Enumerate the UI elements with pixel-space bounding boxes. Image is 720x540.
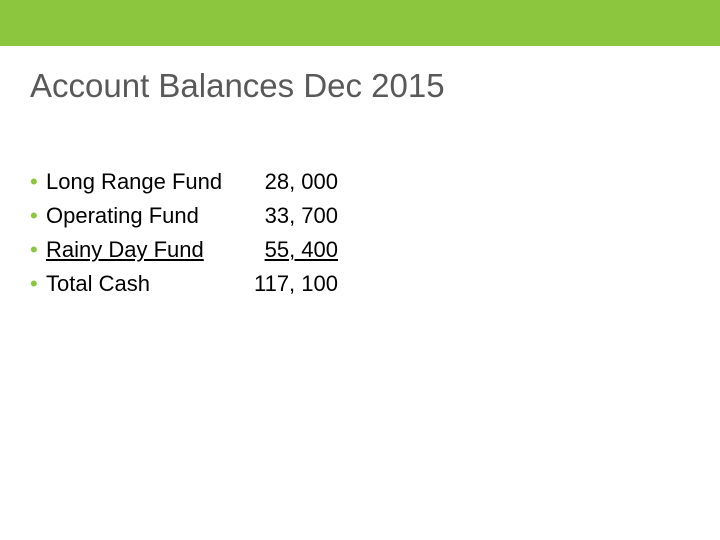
bullet-icon: •	[30, 267, 46, 301]
bullet-icon: •	[30, 233, 46, 267]
item-label: Rainy Day Fund	[46, 233, 246, 267]
list-item: •Long Range Fund28, 000	[30, 165, 338, 199]
slide: Account Balances Dec 2015 •Long Range Fu…	[0, 0, 720, 540]
item-label: Long Range Fund	[46, 165, 246, 199]
item-label: Total Cash	[46, 267, 246, 301]
item-value: 117, 100	[246, 267, 338, 301]
page-title: Account Balances Dec 2015	[30, 67, 445, 105]
item-label: Operating Fund	[46, 199, 246, 233]
list-item: •Operating Fund33, 700	[30, 199, 338, 233]
item-value: 33, 700	[246, 199, 338, 233]
list-item: •Total Cash117, 100	[30, 267, 338, 301]
bullet-icon: •	[30, 165, 46, 199]
bullet-icon: •	[30, 199, 46, 233]
accent-bar	[0, 0, 720, 46]
item-value: 55, 400	[246, 233, 338, 267]
item-value: 28, 000	[246, 165, 338, 199]
list-item: •Rainy Day Fund55, 400	[30, 233, 338, 267]
balance-list: •Long Range Fund28, 000•Operating Fund33…	[30, 165, 338, 301]
